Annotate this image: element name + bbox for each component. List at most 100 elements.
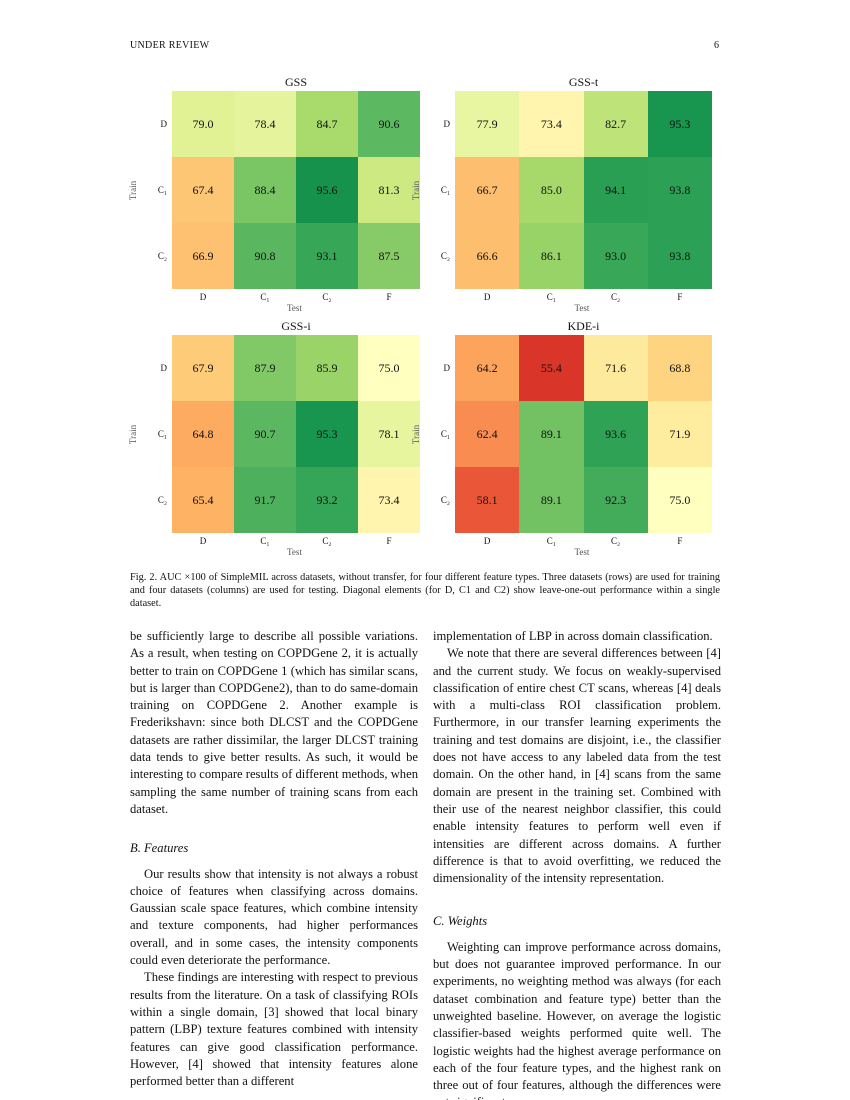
heatmap-cell: 78.1: [358, 401, 420, 467]
heatmap-cell: 71.9: [647, 401, 712, 467]
heatmap-cell: 84.7: [296, 91, 358, 157]
heatmap-title: KDE-i: [567, 319, 600, 333]
y-tick-label: C₂: [157, 251, 167, 261]
x-tick-label: F: [386, 292, 392, 302]
x-tick-label: C₁: [260, 536, 270, 546]
page-number: 6: [714, 40, 720, 51]
x-axis-label: Test: [287, 303, 302, 313]
y-tick-label: C₁: [157, 185, 167, 195]
heatmap-cell: 78.4: [234, 91, 296, 157]
heatmap-cell: 95.6: [296, 157, 358, 223]
x-tick-label: D: [199, 292, 207, 302]
heatmap-cell: 75.0: [358, 335, 420, 401]
right-column: implementation of LBP in across domain c…: [433, 628, 721, 1100]
heatmap-cell: 62.4: [455, 401, 520, 467]
y-tick-label: C₁: [440, 185, 450, 195]
x-tick-label: D: [483, 292, 491, 302]
heatmap-cell: 93.6: [583, 401, 648, 467]
heatmap-cell: 66.7: [455, 157, 520, 223]
heatmap-cell: 93.0: [583, 223, 648, 289]
heatmap-gss-t: GSS-t 77.9 73.4 82.7 95.3 66.7 85.0 94.1 93.8 66.…: [411, 75, 712, 313]
heatmap-grid: 67.9 87.9 85.9 75.0 64.8 90.7 95.3 78.1 65.4 91.7…: [172, 335, 420, 533]
x-axis-label: Test: [574, 303, 590, 313]
x-tick-label: C₁: [546, 536, 556, 546]
heatmap-grid: 79.0 78.4 84.7 90.6 67.4 88.4 95.6 81.3 66.9 90.8…: [172, 91, 420, 289]
figure-caption: Fig. 2. AUC ×100 of SimpleMIL across dat…: [130, 572, 720, 609]
heatmap-cell: 66.6: [455, 223, 520, 289]
heatmap-cell: 81.3: [358, 157, 420, 223]
x-tick-label: F: [386, 536, 392, 546]
section-heading: B. Features: [130, 841, 189, 856]
paragraph: Weighting can improve performance across…: [433, 939, 721, 1100]
x-tick-label: D: [483, 536, 491, 546]
section-heading: C. Weights: [433, 914, 488, 929]
heatmap-cell: 64.8: [172, 401, 234, 467]
heatmap-cell: 89.1: [519, 467, 584, 533]
heatmap-title: GSS-t: [568, 75, 599, 89]
heatmap-cell: 90.7: [234, 401, 296, 467]
heatmap-title: GSS: [284, 75, 307, 89]
x-tick-label: C₁: [546, 292, 556, 302]
heatmap-grid: 64.2 55.4 71.6 68.8 62.4 89.1 93.6 71.9 58.1 89.1…: [455, 335, 712, 533]
heatmap-cell: 73.4: [358, 467, 420, 533]
x-tick-label: F: [677, 292, 683, 302]
x-tick-label: C₂: [611, 536, 621, 546]
heatmap-cell: 67.9: [172, 335, 234, 401]
heatmap-cell: 77.9: [455, 91, 520, 157]
heatmap-cell: 90.6: [358, 91, 420, 157]
x-tick-label: C₂: [322, 292, 332, 302]
running-header: UNDER REVIEW: [130, 40, 210, 51]
heatmap-cell: 64.2: [455, 335, 520, 401]
heatmap-cell: 90.8: [234, 223, 296, 289]
x-tick-label: C₁: [260, 292, 270, 302]
x-axis-label: Test: [574, 547, 590, 557]
heatmap-cell: 88.4: [234, 157, 296, 223]
heatmap-cell: 95.3: [296, 401, 358, 467]
heatmap-cell: 87.9: [234, 335, 296, 401]
heatmap-cell: 73.4: [519, 91, 584, 157]
y-axis-label: Train: [411, 180, 422, 201]
heatmap-cell: 91.7: [234, 467, 296, 533]
y-tick-label: D: [160, 119, 168, 129]
y-tick-label: C₁: [440, 429, 450, 439]
x-tick-label: F: [677, 536, 683, 546]
paragraph: These findings are interesting with resp…: [130, 970, 418, 1089]
heatmap-cell: 85.0: [519, 157, 584, 223]
heatmap-cell: 93.1: [296, 223, 358, 289]
x-axis-label: Test: [287, 547, 302, 557]
heatmap-cell: 85.9: [296, 335, 358, 401]
x-tick-label: C₂: [611, 292, 621, 302]
heatmap-cell: 95.3: [647, 91, 712, 157]
heatmap-cell: 93.2: [296, 467, 358, 533]
heatmap-cell: 79.0: [172, 91, 234, 157]
heatmap-gss: GSS 79.0 78.4 84.7 90.6 67.4 88.4 95.6 81.3 66.9 9…: [128, 75, 420, 313]
heatmap-cell: 67.4: [172, 157, 234, 223]
heatmap-cell: 87.5: [358, 223, 420, 289]
y-tick-label: D: [160, 363, 168, 373]
heatmap-cell: 86.1: [519, 223, 584, 289]
heatmap-title: GSS-i: [281, 319, 311, 333]
heatmap-cell: 89.1: [519, 401, 584, 467]
heatmap-cell: 58.1: [455, 467, 520, 533]
y-tick-label: D: [443, 119, 451, 129]
heatmap-cell: 55.4: [519, 335, 584, 401]
y-axis-label: Train: [411, 424, 422, 445]
heatmap-cell: 71.6: [583, 335, 648, 401]
heatmap-cell: 75.0: [647, 467, 712, 533]
y-tick-label: C₁: [157, 429, 167, 439]
y-axis-label: Train: [128, 180, 139, 201]
heatmap-cell: 93.8: [647, 157, 712, 223]
y-tick-label: C₂: [157, 495, 167, 505]
y-tick-label: C₂: [440, 495, 450, 505]
heatmap-cell: 65.4: [172, 467, 234, 533]
heatmap-cell: 82.7: [583, 91, 648, 157]
heatmap-kde-i: KDE-i 64.2 55.4 71.6 68.8 62.4 89.1 93.6 71.9 58.…: [411, 319, 712, 557]
y-axis-label: Train: [128, 424, 139, 445]
paragraph: We note that there are several differenc…: [433, 646, 721, 886]
y-tick-label: D: [443, 363, 451, 373]
paragraph: Our results show that intensity is not a…: [130, 866, 418, 968]
heatmap-cell: 93.8: [647, 223, 712, 289]
heatmap-gss-i: GSS-i 67.9 87.9 85.9 75.0 64.8 90.7 95.3 78.1 65.…: [128, 319, 420, 557]
heatmap-cell: 68.8: [647, 335, 712, 401]
